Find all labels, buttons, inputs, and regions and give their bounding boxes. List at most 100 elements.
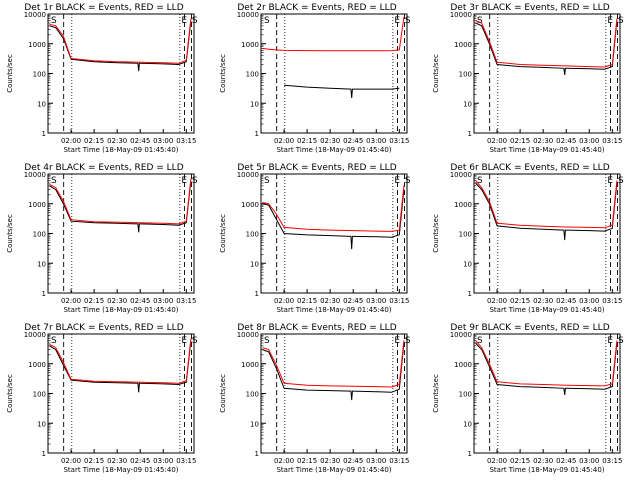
marker-label-start: S [477,16,483,26]
series-line-events [262,342,405,401]
panel-title: Det 4r BLACK = Events, RED = LLD [24,163,183,173]
x-tick-label: 02:15 [84,137,104,145]
panel-title: Det 1r BLACK = Events, RED = LLD [24,3,183,13]
x-tick-label: 02:30 [533,457,553,465]
series-line-lld [262,185,405,232]
y-tick-label: 1 [468,450,472,458]
x-axis-label: Start Time (18-May-09 01:45:40) [489,306,604,314]
x-tick-label: 03:00 [153,297,173,305]
y-tick-label: 100 [246,71,259,79]
x-axis-label: Start Time (18-May-09 01:45:40) [489,466,604,474]
series-line-lld [475,180,618,229]
y-tick-label: 1000 [241,201,259,209]
marker-label-end: E [607,16,613,26]
series-line-events [49,180,192,233]
x-tick-label: 02:30 [320,297,340,305]
x-tick-label: 03:15 [602,457,622,465]
x-tick-label: 02:45 [130,297,150,305]
x-tick-label: 02:45 [556,137,576,145]
y-tick-label: 1000 [241,361,259,369]
x-tick-label: 02:15 [510,457,530,465]
marker-label-start-2: S [405,336,411,346]
marker-label-start-2: S [618,16,624,26]
marker-label-end: E [181,336,187,346]
y-tick-label: 10000 [237,331,259,339]
x-tick-label: 02:00 [61,297,81,305]
x-tick-label: 02:00 [61,137,81,145]
x-tick-label: 02:30 [107,457,127,465]
marker-label-start-2: S [192,176,198,186]
x-tick-label: 02:15 [510,137,530,145]
plot-frame [473,13,621,134]
series-line-events [475,182,618,241]
x-axis-label: Start Time (18-May-09 01:45:40) [489,146,604,154]
marker-label-end: E [394,336,400,346]
series-line-events [475,20,618,75]
y-tick-label: 100 [33,71,46,79]
series-line-events [475,342,618,395]
plot-frame [47,13,195,134]
marker-label-start-2: S [618,176,624,186]
detector-panel-5: Det 5r BLACK = Events, RED = LLD 1 10 100 10… [219,163,411,314]
series-line-lld [49,18,192,64]
x-tick-label: 02:45 [343,297,363,305]
series-line-lld [262,340,405,388]
x-tick-label: 03:15 [602,137,622,145]
detector-panel-2: Det 2r BLACK = Events, RED = LLD 1 10 100 10… [219,3,411,154]
y-tick-label: 10000 [24,331,46,339]
series-line-events [49,340,192,393]
panel-title: Det 6r BLACK = Events, RED = LLD [450,163,609,173]
y-tick-label: 1000 [28,41,46,49]
y-tick-label: 1000 [454,361,472,369]
y-tick-label: 100 [459,71,472,79]
detector-panel-4: Det 4r BLACK = Events, RED = LLD 1 10 100 10… [6,163,198,314]
plot-frame [260,13,408,134]
x-tick-label: 02:45 [556,297,576,305]
series-line-events [262,189,405,250]
y-tick-label: 100 [33,391,46,399]
marker-label-start: S [477,336,483,346]
y-tick-label: 1000 [241,41,259,49]
y-tick-label: 10000 [450,331,472,339]
marker-label-end: E [181,176,187,186]
x-tick-label: 02:30 [107,137,127,145]
x-tick-label: 02:15 [84,457,104,465]
y-tick-label: 1000 [28,201,46,209]
y-tick-label: 10000 [237,11,259,19]
y-tick-label: 1 [468,130,472,138]
y-tick-label: 1000 [454,201,472,209]
panel-title: Det 8r BLACK = Events, RED = LLD [237,323,396,333]
series-line-lld [262,16,405,52]
plot-frame [260,333,408,454]
x-tick-label: 03:15 [176,297,196,305]
x-axis-label: Start Time (18-May-09 01:45:40) [63,306,178,314]
y-tick-label: 10000 [237,171,259,179]
plot-frame [473,173,621,294]
series-line-lld [49,338,192,384]
y-tick-label: 10 [37,100,46,108]
x-tick-label: 02:30 [533,297,553,305]
x-tick-label: 02:00 [274,457,294,465]
plot-frame [47,333,195,454]
x-tick-label: 02:00 [487,137,507,145]
x-axis-label: Start Time (18-May-09 01:45:40) [276,146,391,154]
x-tick-label: 03:00 [579,457,599,465]
series-line-lld [49,178,192,225]
marker-label-start: S [51,176,57,186]
y-tick-label: 1 [468,290,472,298]
y-tick-label: 10 [250,420,259,428]
y-tick-label: 10000 [24,11,46,19]
x-tick-label: 03:00 [579,297,599,305]
y-axis-label: Counts/sec [219,374,227,413]
marker-label-start-2: S [192,336,198,346]
x-tick-label: 02:00 [487,297,507,305]
marker-label-start: S [51,336,57,346]
plot-frame [473,333,621,454]
panel-title: Det 3r BLACK = Events, RED = LLD [450,3,609,13]
x-tick-label: 02:00 [274,137,294,145]
x-tick-label: 03:15 [176,137,196,145]
x-tick-label: 02:45 [130,457,150,465]
y-axis-label: Counts/sec [6,214,14,253]
x-tick-label: 02:00 [61,457,81,465]
